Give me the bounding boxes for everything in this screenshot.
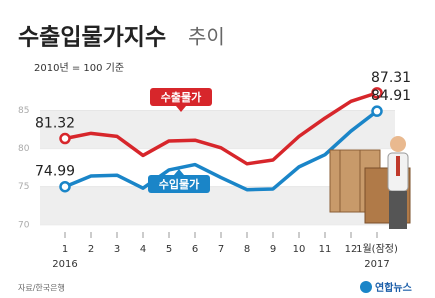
- worker-legs: [389, 191, 407, 229]
- worker-head: [390, 136, 406, 152]
- x-tick-label: 4: [140, 244, 146, 255]
- value-label: 74.99: [35, 164, 75, 180]
- logo: 연합뉴스: [375, 281, 412, 294]
- grid-band: [40, 110, 395, 148]
- y-tick-label: 75: [18, 182, 29, 192]
- value-label: 81.32: [35, 116, 75, 132]
- point: [373, 107, 382, 116]
- chart-subtitle: 2010년 = 100 기준: [34, 62, 124, 74]
- x-tick-label: 9: [270, 244, 276, 255]
- x-year-label: 2017: [364, 259, 389, 270]
- y-tick-label: 80: [18, 144, 30, 154]
- worker-tie: [396, 156, 400, 176]
- x-year-label: 2016: [52, 259, 77, 270]
- chart-title: 수출입물가지수: [18, 25, 166, 51]
- y-tick-label: 85: [18, 106, 29, 116]
- x-tick-label: 8: [244, 244, 250, 255]
- x-tick-label: 11: [319, 244, 332, 255]
- legend-label: 수출물가: [161, 90, 201, 104]
- x-tick-label: 1: [62, 244, 68, 255]
- point: [61, 134, 70, 143]
- value-label: 87.31: [371, 70, 411, 86]
- x-tick-label: 7: [218, 244, 224, 255]
- x-tick-label: 5: [166, 244, 172, 255]
- point: [61, 182, 70, 191]
- x-tick-label: 6: [192, 244, 198, 255]
- x-tick-label: 10: [293, 244, 306, 255]
- x-tick-label: 1월(잠정): [356, 243, 398, 255]
- value-label: 84.91: [371, 88, 411, 104]
- y-tick-label: 70: [18, 220, 30, 230]
- source: 자료/한국은행: [18, 283, 65, 293]
- logo-mark: [360, 281, 372, 293]
- chart: 수출입물가지수 추이 2010년 = 100 기준 81.32 87.31 수출물가…: [0, 0, 435, 298]
- legend-label: 수입물가: [159, 177, 199, 191]
- x-tick-label: 3: [114, 244, 120, 255]
- chart-title-suffix: 추이: [188, 25, 225, 49]
- x-tick-label: 2: [88, 244, 94, 255]
